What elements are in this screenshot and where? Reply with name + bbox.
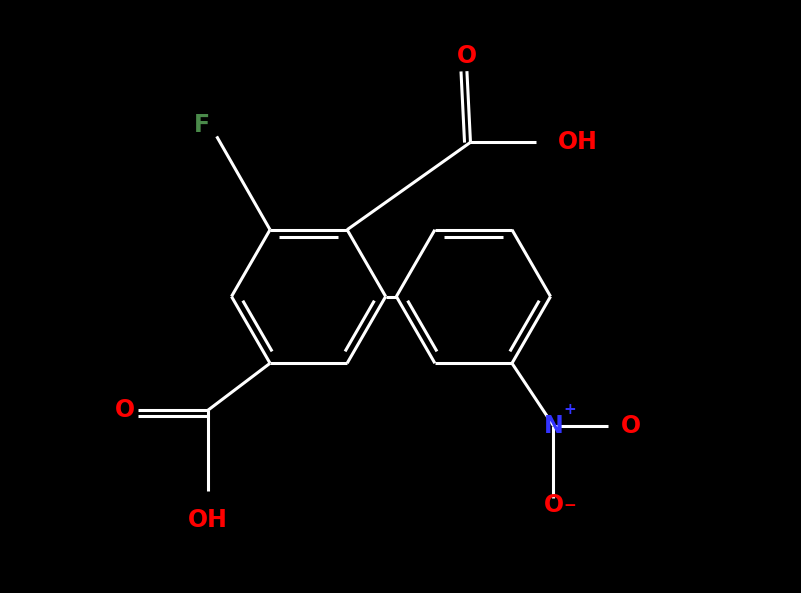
Text: F: F: [194, 113, 210, 136]
Text: N: N: [544, 414, 563, 438]
Text: O: O: [115, 398, 135, 422]
Text: OH: OH: [557, 130, 598, 154]
Text: O: O: [621, 414, 642, 438]
Text: O: O: [457, 44, 477, 68]
Text: +: +: [564, 401, 577, 417]
Text: OH: OH: [188, 508, 227, 531]
Text: −: −: [564, 498, 577, 513]
Text: O: O: [543, 493, 564, 517]
